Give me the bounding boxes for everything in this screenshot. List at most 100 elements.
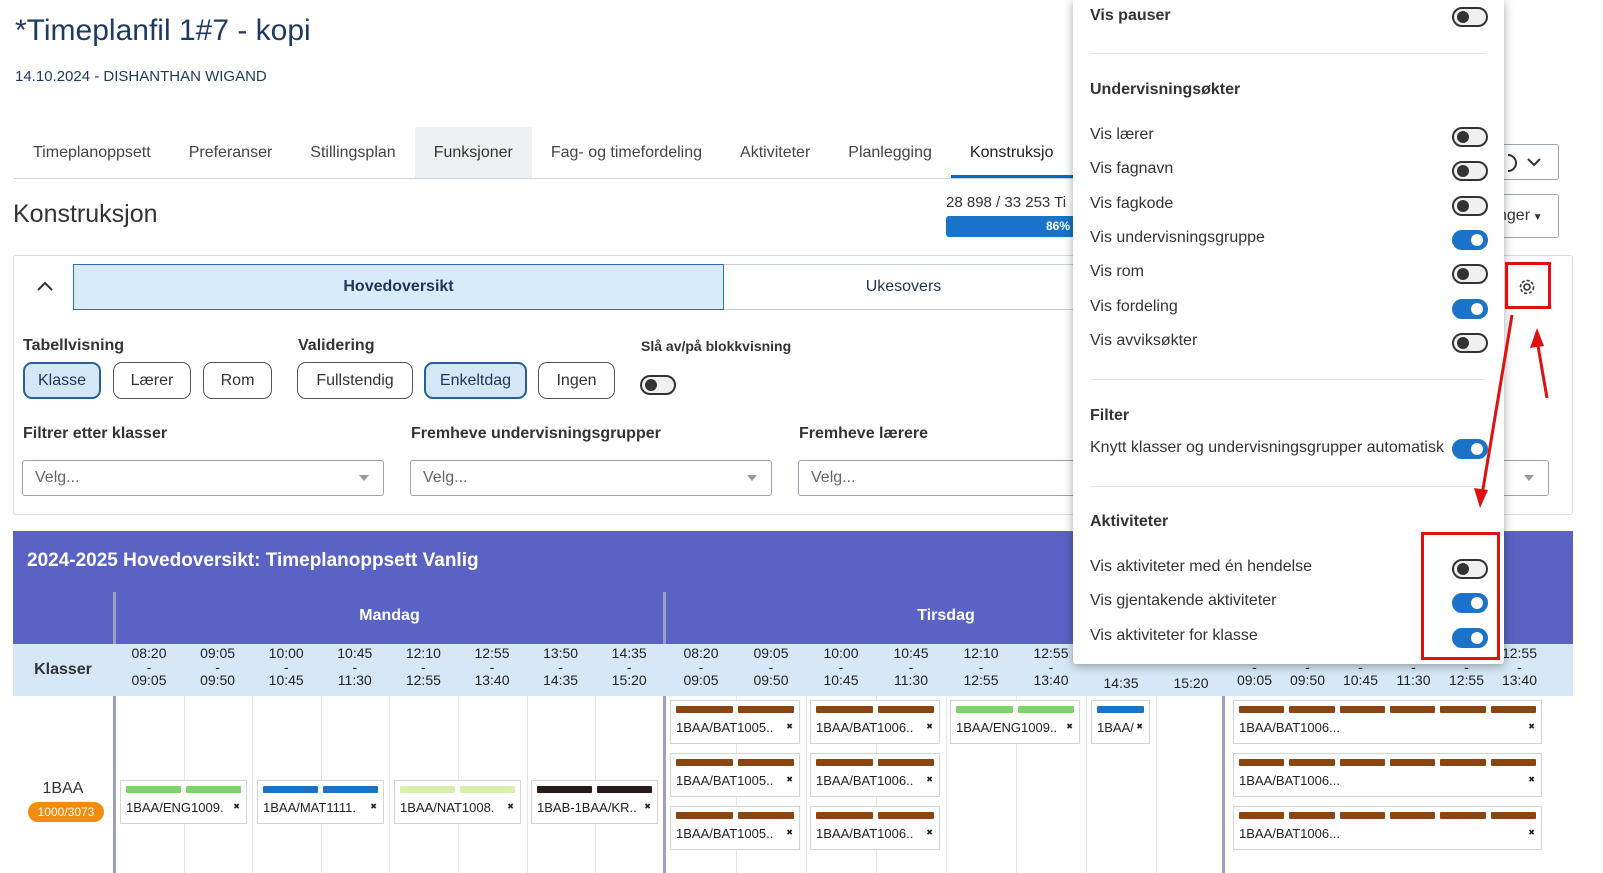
lesson-card[interactable]: 1BAA/BAT1006.. ✖ — [810, 753, 940, 797]
grid-line — [389, 696, 391, 873]
filter-auto-toggle[interactable] — [1452, 439, 1488, 459]
highlight-teachers-label: Fremheve lærere — [799, 425, 928, 442]
pin-icon[interactable]: ✖ — [926, 722, 933, 731]
highlight-groups-label: Fremheve undervisningsgrupper — [411, 425, 661, 442]
chevron-up-icon[interactable] — [36, 278, 54, 296]
time-slot-wed-4: -12:55 — [1448, 659, 1485, 688]
lesson-option-toggle[interactable] — [1452, 195, 1488, 216]
main-tabs: Timeplanoppsett Preferanser Stillingspla… — [14, 127, 1104, 179]
pauses-toggle[interactable] — [1452, 7, 1488, 27]
pin-icon[interactable]: ✖ — [233, 802, 240, 811]
tab-fag-og-timefordeling[interactable]: Fag- og timefordeling — [550, 144, 703, 161]
validation-enkeltdag[interactable]: Enkeltdag — [424, 362, 527, 399]
table-view-label: Tabellvisning — [23, 337, 125, 354]
lesson-card[interactable]: 1BAA/✖ — [1091, 700, 1150, 744]
activities-highlight-box — [1421, 532, 1500, 660]
lesson-option-toggle[interactable] — [1452, 161, 1488, 182]
lesson-card[interactable]: 1BAA/BAT1006... ✖ — [1233, 753, 1542, 797]
activities-header: Aktiviteter — [1090, 513, 1169, 530]
time-slot-tue-1: 09:05-09:50 — [753, 645, 789, 688]
lesson-card[interactable]: 1BAA/ENG1009.. ✖ — [950, 700, 1080, 744]
time-slot-mon-3: 10:45-11:30 — [337, 645, 373, 688]
tab-planlegging[interactable]: Planlegging — [848, 144, 932, 161]
lesson-card[interactable]: 1BAA/BAT1005.. ✖ — [670, 700, 800, 744]
lesson-option-label: Vis avviksøkter — [1090, 331, 1198, 349]
pin-icon[interactable]: ✖ — [1136, 722, 1143, 731]
time-slot-mon-5: 12:55-13:40 — [474, 645, 510, 688]
lesson-option-toggle[interactable] — [1452, 298, 1488, 319]
pin-icon[interactable]: ✖ — [644, 802, 651, 811]
lesson-card[interactable]: 1BAA/BAT1006.. ✖ — [810, 700, 940, 744]
tab-aktiviteter[interactable]: Aktiviteter — [740, 144, 811, 161]
tab-stillingsplan[interactable]: Stillingsplan — [310, 144, 396, 161]
pauses-label: Vis pauser — [1090, 7, 1171, 24]
grid-line — [946, 696, 947, 873]
tab-preferanser[interactable]: Preferanser — [188, 144, 273, 161]
block-view-toggle[interactable] — [640, 375, 676, 395]
time-slot-mon-2: 10:00-10:45 — [268, 645, 304, 688]
pin-icon[interactable]: ✖ — [370, 802, 377, 811]
lesson-card[interactable]: 1BAA/MAT1111. ✖ — [257, 780, 384, 824]
activity-option-label: Vis aktiviteter for klasse — [1090, 626, 1258, 644]
validation-ingen[interactable]: Ingen — [538, 362, 615, 399]
lesson-option-toggle[interactable] — [1452, 229, 1488, 250]
pin-icon[interactable]: ✖ — [1528, 722, 1535, 731]
pin-icon[interactable]: ✖ — [786, 722, 793, 731]
lesson-card[interactable]: 1BAA/BAT1006... ✖ — [1233, 806, 1542, 850]
pin-icon[interactable]: ✖ — [786, 775, 793, 784]
lesson-card[interactable]: 1BAA/BAT1006... ✖ — [1233, 700, 1542, 744]
lesson-option-toggle[interactable] — [1452, 264, 1488, 285]
tab-timeplanoppsett[interactable]: Timeplanoppsett — [33, 144, 151, 161]
time-slot-tue-tail: 15:20 — [1173, 675, 1209, 691]
activity-option-toggle[interactable] — [1452, 593, 1488, 614]
lesson-card[interactable]: 1BAB-1BAA/KR.. ✖ — [531, 780, 658, 824]
activity-option-toggle[interactable] — [1452, 559, 1488, 579]
view-main-button[interactable]: Hovedoversikt — [73, 264, 724, 310]
lesson-option-toggle[interactable] — [1452, 127, 1488, 147]
pin-icon[interactable]: ✖ — [1066, 722, 1073, 731]
page-subtitle: 14.10.2024 - DISHANTHAN WIGAND — [15, 68, 267, 85]
arrow-up-head — [1530, 328, 1544, 348]
highlight-groups-select[interactable]: Velg... — [410, 460, 772, 496]
lesson-card[interactable]: 1BAA/BAT1005.. ✖ — [670, 753, 800, 797]
controls-panel — [13, 255, 1573, 515]
activity-option-label: Vis gjentakende aktiviteter — [1090, 592, 1277, 610]
lesson-card[interactable]: 1BAA/NAT1008. ✖ — [394, 780, 521, 824]
view-week-button[interactable]: Ukesovers — [724, 264, 1084, 310]
block-toggle-label: Slå av/på blokkvisning — [641, 338, 792, 354]
annotation-arrows — [1474, 314, 1549, 508]
table-view-klasse[interactable]: Klasse — [23, 362, 101, 399]
pin-icon[interactable]: ✖ — [1528, 828, 1535, 837]
pin-icon[interactable]: ✖ — [507, 802, 514, 811]
time-slot-tue-5: 12:55-13:40 — [1033, 645, 1069, 688]
time-slot-wed-5: 12:55-13:40 — [1501, 645, 1538, 688]
time-slot-mon-7: 14:35-15:20 — [611, 645, 647, 688]
time-slot-tue-3: 10:45-11:30 — [893, 645, 929, 688]
gear-icon[interactable] — [1508, 265, 1550, 307]
tab-konstruksjon[interactable]: Konstruksjo — [950, 127, 1073, 178]
grid-line — [1016, 696, 1017, 873]
validation-fullstendig[interactable]: Fullstendig — [297, 362, 413, 399]
grid-line — [1156, 696, 1157, 873]
class-hours-badge: 1000/3073 — [28, 802, 104, 822]
filter-classes-select[interactable]: Velg... — [22, 460, 384, 496]
lesson-card[interactable]: 1BAA/BAT1006.. ✖ — [810, 806, 940, 850]
pin-icon[interactable]: ✖ — [786, 828, 793, 837]
table-view-rom[interactable]: Rom — [203, 362, 272, 399]
time-slot-wed-3: -11:30 — [1396, 659, 1431, 688]
lesson-option-label: Vis fagnavn — [1090, 160, 1174, 178]
lesson-option-label: Vis undervisningsgruppe — [1090, 228, 1265, 246]
pin-icon[interactable]: ✖ — [1528, 775, 1535, 784]
lesson-card[interactable]: 1BAA/BAT1005.. ✖ — [670, 806, 800, 850]
class-name[interactable]: 1BAA — [42, 780, 84, 797]
lesson-card[interactable]: 1BAA/ENG1009. ✖ — [120, 780, 247, 824]
table-view-laerer[interactable]: Lærer — [113, 362, 191, 399]
pin-icon[interactable]: ✖ — [926, 775, 933, 784]
grid-line — [526, 696, 528, 873]
tab-funksjoner[interactable]: Funksjoner — [414, 127, 532, 178]
activity-option-toggle[interactable] — [1452, 627, 1488, 648]
time-slot-mon-6: 13:50-14:35 — [543, 645, 579, 688]
lesson-option-toggle[interactable] — [1452, 332, 1488, 353]
pin-icon[interactable]: ✖ — [926, 828, 933, 837]
highlight-teachers-select[interactable]: Velg... — [798, 460, 1088, 496]
